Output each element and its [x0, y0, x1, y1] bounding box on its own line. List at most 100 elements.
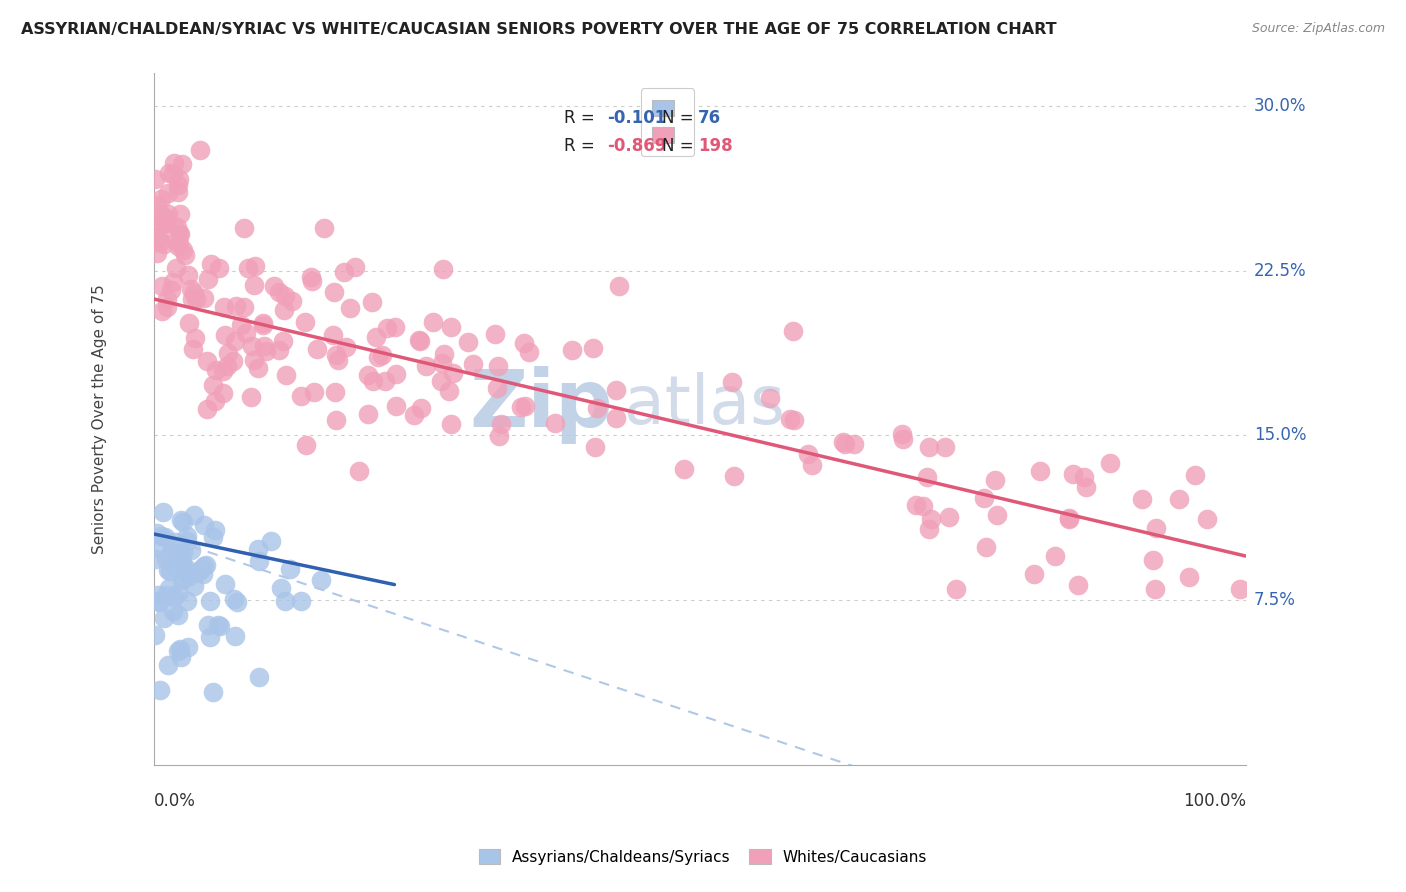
Point: [169, 538, 191, 552]
Point: [489, 417, 512, 432]
Point: [252, 316, 274, 330]
Point: [247, 361, 270, 376]
Point: [484, 327, 506, 342]
Point: [150, 304, 173, 318]
Point: [1022, 567, 1045, 582]
Point: [156, 300, 179, 314]
Point: [673, 462, 696, 476]
Point: [912, 500, 935, 514]
Point: [159, 547, 181, 561]
Point: [295, 438, 318, 452]
Point: [361, 295, 384, 310]
Point: [146, 588, 169, 602]
Point: [215, 359, 238, 373]
Point: [832, 434, 855, 449]
Text: 15.0%: 15.0%: [1254, 426, 1306, 444]
Point: [146, 594, 169, 608]
Text: N =: N =: [662, 136, 699, 154]
Point: [347, 465, 370, 479]
Point: [513, 399, 536, 413]
Point: [165, 260, 187, 275]
Point: [721, 375, 744, 389]
Point: [242, 352, 264, 367]
Point: [166, 608, 188, 623]
Point: [214, 577, 236, 591]
Point: [145, 233, 167, 247]
Point: [290, 389, 312, 403]
Point: [167, 178, 190, 193]
Point: [240, 339, 263, 353]
Point: [246, 542, 269, 557]
Point: [797, 447, 820, 461]
Point: [153, 530, 176, 544]
Point: [339, 301, 361, 315]
Point: [204, 524, 226, 538]
Point: [149, 208, 172, 222]
Point: [437, 384, 460, 399]
Point: [211, 364, 233, 378]
Point: [918, 440, 941, 454]
Text: ASSYRIAN/CHALDEAN/SYRIAC VS WHITE/CAUCASIAN SENIORS POVERTY OVER THE AGE OF 75 C: ASSYRIAN/CHALDEAN/SYRIAC VS WHITE/CAUCAS…: [21, 22, 1057, 37]
Point: [176, 534, 198, 549]
Point: [270, 581, 292, 595]
Point: [267, 285, 290, 299]
Point: [302, 385, 325, 400]
Point: [486, 359, 509, 373]
Point: [180, 543, 202, 558]
Point: [202, 530, 225, 544]
Point: [187, 565, 209, 579]
Point: [585, 401, 607, 416]
Point: [207, 617, 229, 632]
Point: [181, 342, 204, 356]
Point: [162, 167, 184, 181]
Point: [149, 235, 172, 249]
Point: [294, 316, 316, 330]
Point: [891, 432, 914, 446]
Point: [170, 157, 193, 171]
Point: [271, 334, 294, 348]
Point: [974, 540, 997, 554]
Point: [278, 562, 301, 576]
Point: [184, 292, 207, 306]
Point: [280, 294, 302, 309]
Point: [145, 235, 167, 249]
Point: [433, 347, 456, 361]
Point: [193, 558, 215, 573]
Point: [920, 511, 942, 525]
Point: [208, 260, 231, 275]
Point: [384, 368, 406, 382]
Point: [170, 650, 193, 665]
Point: [177, 316, 200, 330]
Point: [183, 286, 205, 301]
Text: 76: 76: [697, 109, 721, 127]
Point: [441, 367, 464, 381]
Point: [1144, 521, 1167, 535]
Point: [1074, 480, 1097, 494]
Text: 198: 198: [697, 136, 733, 154]
Point: [145, 541, 167, 555]
Point: [325, 413, 347, 427]
Point: [361, 374, 384, 388]
Point: [195, 354, 218, 368]
Point: [918, 522, 941, 536]
Point: [177, 568, 200, 582]
Point: [723, 469, 745, 483]
Point: [247, 670, 270, 684]
Point: [1177, 570, 1199, 584]
Point: [156, 186, 179, 201]
Point: [891, 427, 914, 442]
Point: [233, 221, 256, 235]
Point: [254, 343, 277, 358]
Point: [252, 318, 274, 333]
Point: [409, 334, 432, 348]
Point: [217, 345, 239, 359]
Point: [149, 683, 172, 698]
Point: [169, 641, 191, 656]
Point: [200, 630, 222, 644]
Point: [247, 554, 270, 568]
Point: [183, 508, 205, 522]
Point: [375, 321, 398, 335]
Point: [145, 172, 167, 186]
Point: [1130, 492, 1153, 507]
Text: R =: R =: [564, 109, 599, 127]
